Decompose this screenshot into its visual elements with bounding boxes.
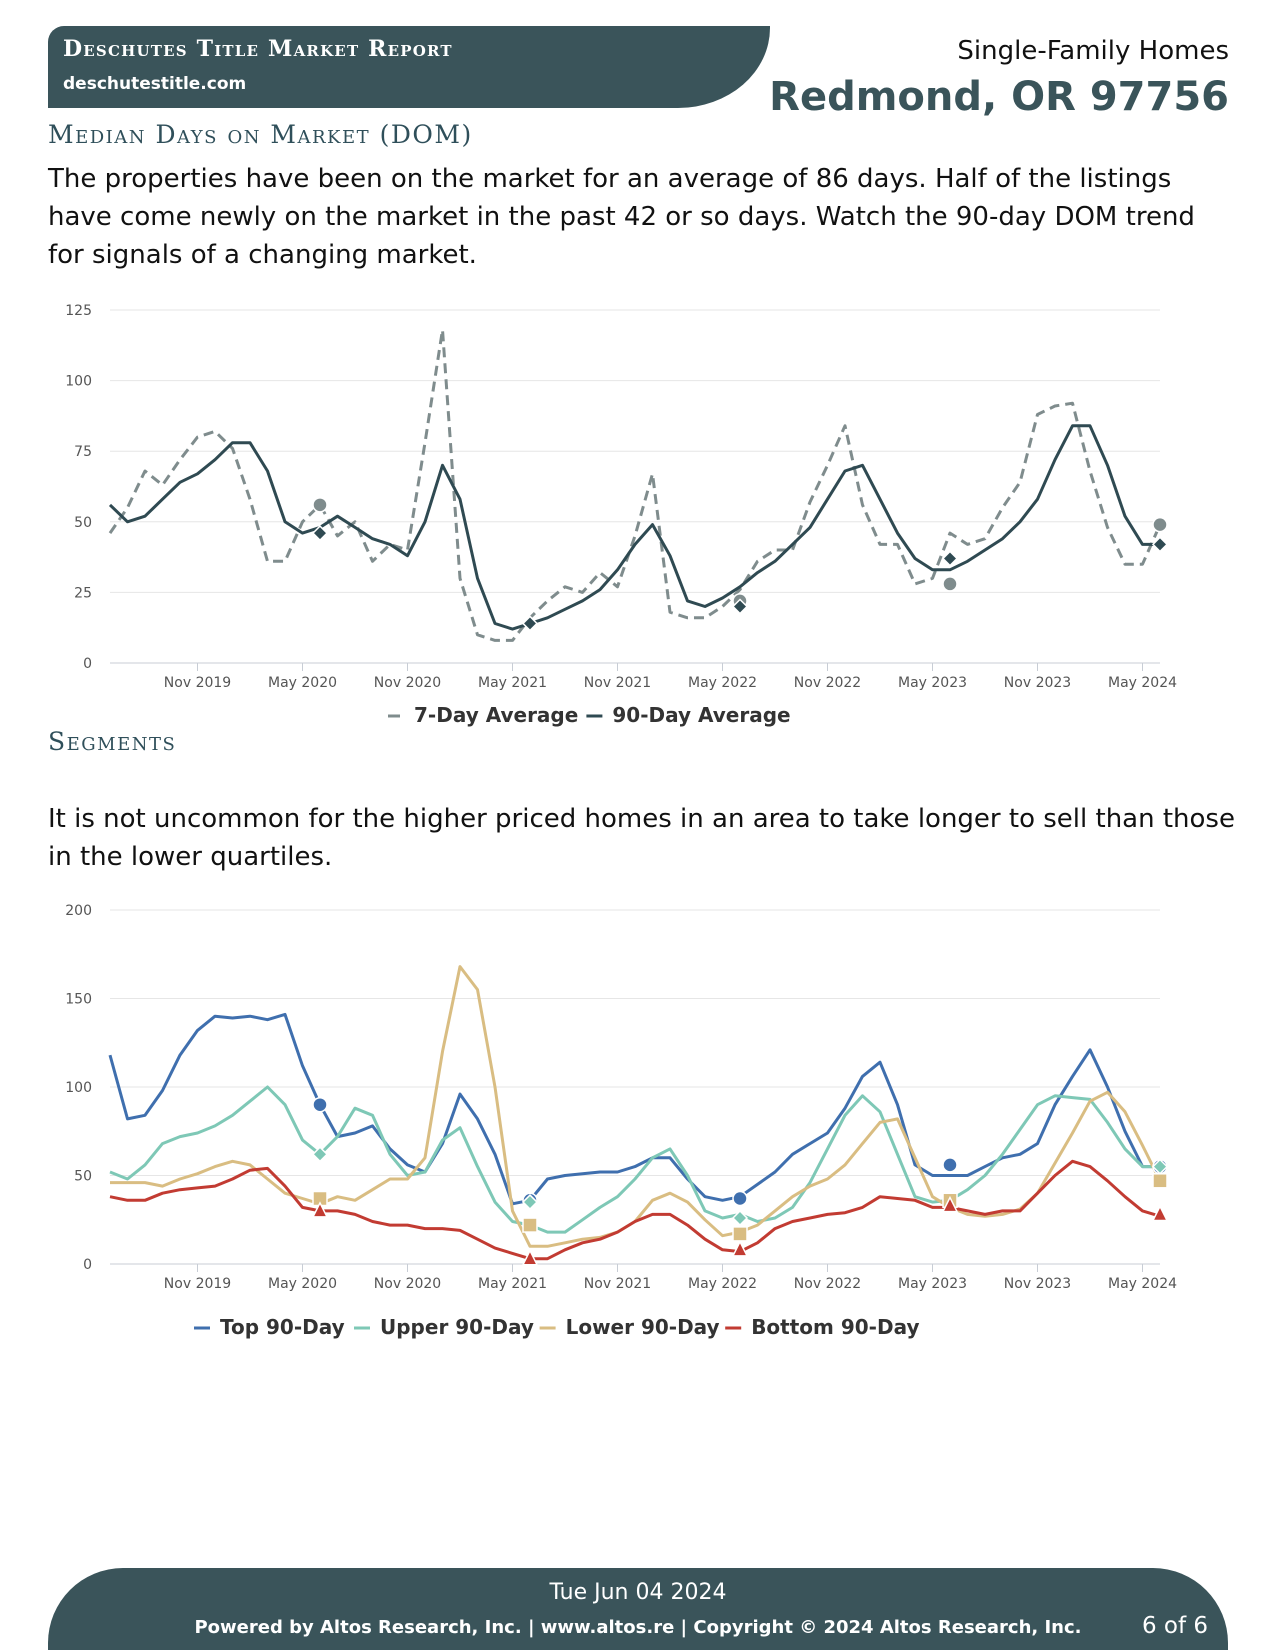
lower-90-day-marker bbox=[732, 1226, 748, 1242]
dom-y-tick-label: 100 bbox=[65, 374, 92, 390]
90-day-average-marker bbox=[941, 550, 959, 567]
dom-x-tick-label: Nov 2023 bbox=[1004, 675, 1071, 691]
dom-x-tick-label: Nov 2021 bbox=[584, 675, 651, 691]
segments-x-tick-label: May 2023 bbox=[898, 1276, 967, 1292]
dom-section-text: The properties have been on the market f… bbox=[48, 164, 1195, 270]
brand-title: Deschutes Title Market Report bbox=[63, 36, 453, 62]
segments-section-text: It is not uncommon for the higher priced… bbox=[48, 804, 1235, 872]
segments-x-tick-label: Nov 2021 bbox=[584, 1276, 651, 1292]
lower-90-day-marker bbox=[1152, 1173, 1168, 1189]
legend-item-upper-90-day[interactable]: Upper 90-Day bbox=[354, 1315, 534, 1339]
7-day-average-line bbox=[108, 328, 1162, 642]
90-day-average-line bbox=[108, 424, 1160, 631]
bottom-90-day-marker bbox=[731, 1240, 749, 1257]
top-90-day-legend-label: Top 90-Day bbox=[220, 1315, 345, 1339]
dom-x-tick-label: May 2022 bbox=[688, 675, 757, 691]
dom-x-tick-label: Nov 2022 bbox=[794, 675, 861, 691]
dom-y-tick-label: 25 bbox=[74, 585, 92, 601]
segments-y-tick-label: 50 bbox=[74, 1169, 92, 1185]
property-type-subtitle: Single-Family Homes bbox=[957, 36, 1229, 66]
dom-x-tick-label: May 2021 bbox=[478, 675, 547, 691]
dom-y-tick-label: 125 bbox=[65, 303, 92, 319]
7-day-average-marker bbox=[942, 576, 958, 592]
segments-y-tick-label: 150 bbox=[65, 992, 92, 1008]
90-day-average-marker bbox=[521, 615, 539, 632]
dom-y-tick-label: 0 bbox=[83, 656, 92, 672]
7-day-average-marker bbox=[1152, 516, 1168, 533]
legend-item-7-day-average[interactable]: 7-Day Average bbox=[388, 703, 578, 727]
dom-x-tick-label: May 2024 bbox=[1108, 675, 1177, 691]
legend-item-90-day-average[interactable]: 90-Day Average bbox=[586, 703, 791, 727]
upper-90-day-legend-label: Upper 90-Day bbox=[380, 1315, 534, 1339]
dom-x-tick-label: May 2023 bbox=[898, 675, 967, 691]
bottom-90-day-marker bbox=[1151, 1204, 1169, 1222]
bottom-90-day-legend-label: Bottom 90-Day bbox=[751, 1315, 919, 1339]
lower-90-day-legend-label: Lower 90-Day bbox=[566, 1315, 720, 1339]
90-day-average-legend-label: 90-Day Average bbox=[612, 703, 790, 727]
segments-x-tick-label: May 2020 bbox=[268, 1276, 337, 1292]
segments-x-tick-label: Nov 2022 bbox=[794, 1276, 861, 1292]
lower-90-day-line bbox=[110, 965, 1162, 1248]
report-header-bar: Deschutes Title Market Report deschutest… bbox=[48, 26, 770, 108]
segments-x-tick-label: Nov 2023 bbox=[1004, 1276, 1071, 1292]
bottom-90-day-marker bbox=[311, 1201, 329, 1218]
top-90-day-marker bbox=[732, 1190, 748, 1207]
page-title: Redmond, OR 97756 bbox=[769, 74, 1229, 120]
legend-item-lower-90-day[interactable]: Lower 90-Day bbox=[539, 1315, 720, 1339]
segments-section-heading: Segments bbox=[48, 727, 177, 756]
segments-y-tick-label: 0 bbox=[83, 1257, 92, 1273]
legend-item-bottom-90-day[interactable]: Bottom 90-Day bbox=[725, 1315, 920, 1339]
dom-x-tick-label: Nov 2020 bbox=[374, 675, 441, 691]
segments-x-tick-label: May 2024 bbox=[1108, 1276, 1177, 1292]
dom-x-tick-label: May 2020 bbox=[268, 675, 337, 691]
segments-x-tick-label: May 2021 bbox=[478, 1276, 547, 1292]
90-day-average-marker bbox=[1151, 536, 1169, 553]
dom-line-chart: 0 25 50 75 100 125 Nov 2019 May 2020 Nov 2020 May… bbox=[65, 303, 1177, 727]
segments-y-tick-label: 100 bbox=[65, 1080, 92, 1096]
top-90-day-marker bbox=[942, 1157, 958, 1173]
lower-90-day-marker bbox=[522, 1217, 538, 1233]
footer-date: Tue Jun 04 2024 bbox=[549, 1580, 727, 1605]
footer-copyright: Powered by Altos Research, Inc. | www.al… bbox=[194, 1617, 1082, 1638]
upper-90-day-marker bbox=[311, 1146, 329, 1163]
dom-y-tick-label: 50 bbox=[74, 515, 92, 531]
upper-90-day-marker bbox=[521, 1193, 539, 1211]
page-footer: Tue Jun 04 2024 Powered by Altos Researc… bbox=[48, 1568, 1228, 1650]
upper-90-day-line bbox=[109, 1085, 1160, 1234]
segments-x-tick-label: Nov 2020 bbox=[374, 1276, 441, 1292]
page-number: 6 of 6 bbox=[1141, 1613, 1208, 1639]
brand-url[interactable]: deschutestitle.com bbox=[63, 74, 247, 94]
top-90-day-line bbox=[108, 1012, 1160, 1206]
7-day-average-legend-label: 7-Day Average bbox=[414, 703, 578, 727]
90-day-average-marker bbox=[311, 525, 329, 542]
dom-x-tick-label: Nov 2019 bbox=[164, 675, 231, 691]
segments-y-tick-label: 200 bbox=[65, 903, 92, 919]
top-90-day-marker bbox=[312, 1096, 328, 1113]
segments-line-chart: 0 50 100 150 200 Nov 2019 May 2020 Nov 2020 May … bbox=[65, 903, 1177, 1339]
dom-y-tick-label: 75 bbox=[74, 444, 92, 460]
legend-item-top-90-day[interactable]: Top 90-Day bbox=[194, 1315, 345, 1339]
bottom-90-day-marker bbox=[521, 1249, 539, 1266]
segments-x-tick-label: Nov 2019 bbox=[164, 1276, 231, 1292]
90-day-average-marker bbox=[731, 598, 749, 615]
segments-x-tick-label: May 2022 bbox=[688, 1276, 757, 1292]
bottom-90-day-marker bbox=[941, 1195, 959, 1213]
7-day-average-marker bbox=[312, 497, 328, 513]
bottom-90-day-line bbox=[109, 1159, 1161, 1261]
dom-section-heading: Median Days on Market (DOM) bbox=[48, 120, 473, 149]
upper-90-day-marker bbox=[731, 1209, 749, 1227]
